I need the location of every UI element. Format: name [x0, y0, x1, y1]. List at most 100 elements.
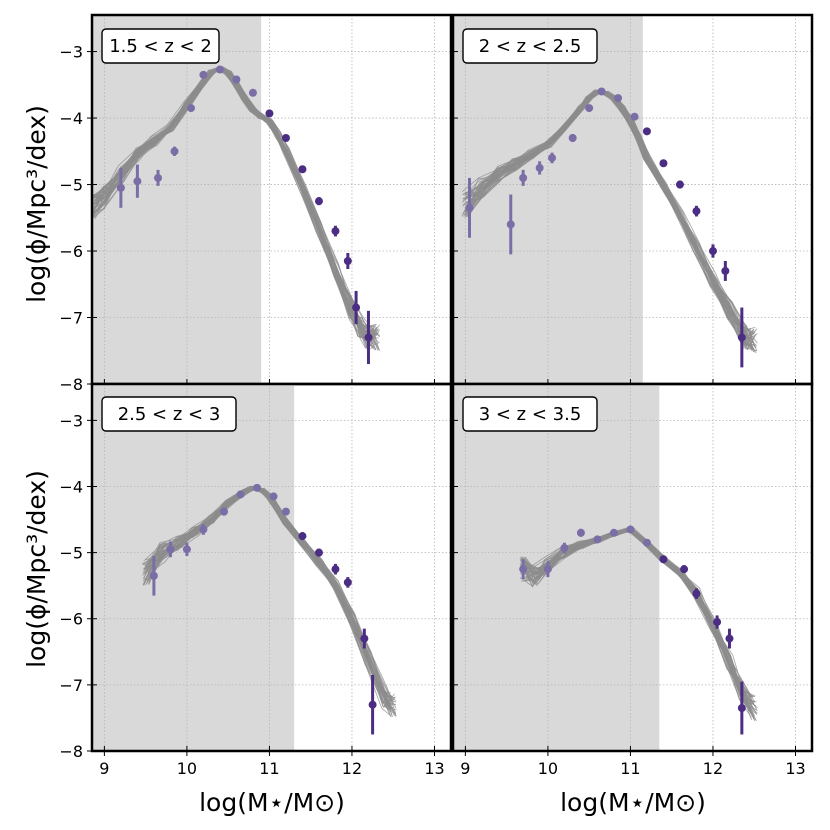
- data-point: [182, 545, 191, 554]
- data-point: [298, 165, 307, 174]
- data-point: [133, 177, 142, 186]
- ylabel-bottom: log(ϕ/Mpc³/dex): [22, 470, 51, 668]
- ylabel-top: log(ϕ/Mpc³/dex): [22, 105, 51, 303]
- x-tick-label: 13: [785, 759, 805, 778]
- model-realization-line: [462, 91, 752, 347]
- data-point: [331, 565, 340, 574]
- data-point: [314, 197, 323, 206]
- data-point: [543, 565, 552, 574]
- data-point: [232, 75, 241, 84]
- y-tick-label: −4: [59, 109, 83, 128]
- x-tick-label: 11: [259, 759, 279, 778]
- data-point: [506, 220, 515, 229]
- y-tick-label: −8: [59, 742, 83, 761]
- data-point: [680, 565, 689, 574]
- data-point: [708, 247, 717, 256]
- y-tick-label: −6: [59, 610, 83, 629]
- x-tick-label: 12: [342, 759, 362, 778]
- plot-area: [92, 384, 451, 751]
- data-point: [725, 634, 734, 643]
- incompleteness-shade: [453, 15, 643, 384]
- data-point: [593, 535, 602, 544]
- data-point: [281, 134, 290, 142]
- data-point: [692, 207, 701, 216]
- data-point: [692, 589, 701, 598]
- x-tick-label: 12: [703, 759, 723, 778]
- y-tick-label: −8: [59, 375, 83, 394]
- data-point: [170, 147, 179, 156]
- data-point: [465, 203, 474, 212]
- panel-frame: [90, 382, 453, 753]
- data-point: [659, 159, 668, 168]
- y-tick-label: −6: [59, 242, 83, 261]
- model-realization-line: [143, 485, 392, 704]
- data-point: [343, 257, 352, 265]
- data-point: [614, 94, 623, 103]
- redshift-label-box: [101, 28, 220, 64]
- data-point: [199, 70, 208, 79]
- y-tick-label: −5: [59, 176, 83, 195]
- xlabel-right: log(M⋆/M⊙): [560, 788, 706, 817]
- data-point: [568, 134, 577, 142]
- panel-2-to-2p5: 2 < z < 2.5: [451, 13, 814, 386]
- data-point: [166, 545, 175, 554]
- y-tick-label: −5: [59, 544, 83, 563]
- x-tick-label: 10: [538, 759, 558, 778]
- y-tick-label: −7: [59, 676, 83, 695]
- data-point: [149, 571, 158, 580]
- data-point: [659, 555, 668, 564]
- data-point: [560, 543, 569, 552]
- data-point: [220, 507, 229, 516]
- data-point: [364, 333, 373, 342]
- data-point: [236, 490, 245, 499]
- data-point: [298, 532, 307, 541]
- data-point: [331, 227, 340, 236]
- data-point: [597, 87, 606, 96]
- data-point: [548, 153, 557, 162]
- data-point: [642, 127, 651, 136]
- redshift-label-box: [101, 396, 237, 432]
- data-point: [116, 183, 125, 192]
- panel-frame: [451, 382, 814, 753]
- model-realization-line: [92, 66, 377, 341]
- incompleteness-shade: [92, 384, 295, 751]
- y-tick-label: −3: [59, 411, 83, 430]
- y-tick-label: −3: [59, 43, 83, 62]
- data-point: [630, 112, 639, 121]
- data-point: [535, 163, 544, 172]
- data-point: [519, 565, 528, 574]
- data-point: [253, 483, 262, 492]
- data-point: [585, 104, 594, 113]
- redshift-label-box: [462, 396, 598, 432]
- data-point: [519, 173, 528, 182]
- data-point: [609, 528, 618, 537]
- y-axis-title-top: log(ϕ/Mpc³/dex): [22, 105, 51, 303]
- redshift-label: 2 < z < 2.5: [479, 36, 582, 57]
- model-realization-line: [525, 530, 757, 722]
- data-point: [576, 528, 585, 537]
- data-point: [675, 180, 684, 189]
- panel-2p5-to-3: 9 10 11 12 13 −3 −4 −5 −6 −7 −8 2.5 < z < 3: [59, 382, 453, 778]
- y-tick-label: −7: [59, 309, 83, 328]
- model-realization-line: [464, 89, 754, 340]
- data-point: [154, 173, 163, 182]
- x-tick-label: 9: [99, 759, 109, 778]
- xlabel-left: log(M⋆/M⊙): [199, 788, 345, 817]
- data-point: [265, 109, 274, 118]
- model-realization-line: [92, 69, 376, 348]
- plot-area: [453, 384, 812, 751]
- plot-area: [453, 15, 812, 384]
- redshift-label: 3 < z < 3.5: [479, 404, 582, 425]
- x-tick-label: 10: [177, 759, 197, 778]
- data-point: [737, 333, 746, 342]
- plot-area: [92, 15, 451, 384]
- model-realization-line: [519, 528, 752, 713]
- data-point: [215, 65, 224, 74]
- x-tick-label: 13: [424, 759, 444, 778]
- model-realization-line: [525, 528, 758, 711]
- data-point: [721, 266, 730, 275]
- data-point: [737, 704, 746, 713]
- y-axis-title-bottom: log(ϕ/Mpc³/dex): [22, 470, 51, 668]
- data-point: [343, 578, 352, 587]
